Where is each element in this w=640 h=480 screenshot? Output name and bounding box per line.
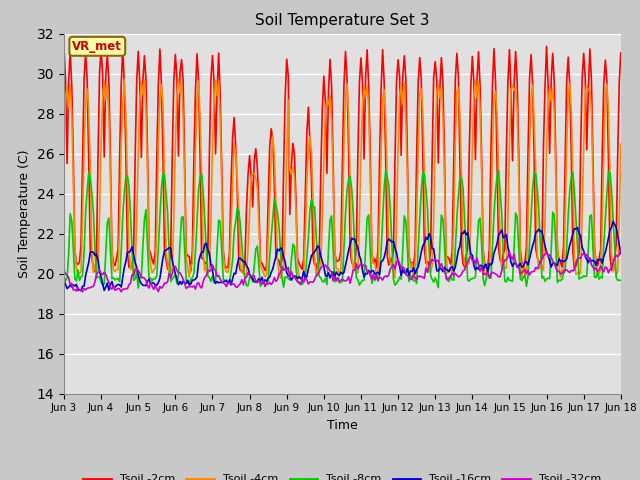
- Tsoil -8cm: [165, 249, 173, 255]
- Tsoil -32cm: [165, 270, 173, 276]
- Tsoil -2cm: [314, 272, 321, 278]
- Tsoil -32cm: [410, 272, 417, 277]
- Title: Soil Temperature Set 3: Soil Temperature Set 3: [255, 13, 429, 28]
- Tsoil -16cm: [76, 287, 83, 293]
- Tsoil -4cm: [552, 174, 559, 180]
- Tsoil -32cm: [60, 268, 68, 274]
- Tsoil -4cm: [617, 141, 625, 147]
- Tsoil -8cm: [399, 248, 406, 253]
- Tsoil -16cm: [410, 265, 417, 271]
- Tsoil -16cm: [60, 277, 68, 283]
- Line: Tsoil -32cm: Tsoil -32cm: [64, 249, 621, 292]
- Tsoil -4cm: [410, 276, 417, 282]
- Line: Tsoil -4cm: Tsoil -4cm: [64, 79, 621, 280]
- Tsoil -16cm: [550, 260, 558, 266]
- Tsoil -2cm: [379, 47, 387, 52]
- Tsoil -4cm: [397, 82, 405, 88]
- Tsoil -8cm: [379, 217, 387, 223]
- Tsoil -4cm: [175, 76, 182, 82]
- Tsoil -2cm: [410, 263, 417, 269]
- Tsoil -16cm: [609, 218, 617, 224]
- Line: Tsoil -8cm: Tsoil -8cm: [64, 170, 621, 288]
- Line: Tsoil -2cm: Tsoil -2cm: [64, 47, 621, 275]
- Tsoil -4cm: [164, 261, 172, 266]
- Tsoil -2cm: [397, 152, 405, 158]
- Tsoil -2cm: [617, 50, 625, 56]
- Tsoil -4cm: [379, 98, 387, 104]
- Tsoil -32cm: [379, 277, 387, 283]
- Tsoil -16cm: [397, 273, 405, 278]
- Tsoil -16cm: [165, 245, 173, 251]
- Tsoil -32cm: [617, 246, 625, 252]
- Tsoil -2cm: [60, 46, 68, 51]
- Tsoil -8cm: [134, 285, 142, 291]
- Tsoil -2cm: [164, 266, 172, 272]
- Tsoil -16cm: [77, 288, 85, 294]
- Legend: Tsoil -2cm, Tsoil -4cm, Tsoil -8cm, Tsoil -16cm, Tsoil -32cm: Tsoil -2cm, Tsoil -4cm, Tsoil -8cm, Tsoi…: [79, 470, 606, 480]
- Tsoil -2cm: [76, 259, 83, 265]
- Tsoil -4cm: [60, 138, 68, 144]
- Y-axis label: Soil Temperature (C): Soil Temperature (C): [18, 149, 31, 278]
- X-axis label: Time: Time: [327, 419, 358, 432]
- Tsoil -8cm: [552, 243, 559, 249]
- Tsoil -16cm: [379, 258, 387, 264]
- Tsoil -4cm: [518, 277, 525, 283]
- Tsoil -32cm: [397, 266, 405, 272]
- Tsoil -32cm: [79, 289, 86, 295]
- Tsoil -16cm: [617, 251, 625, 256]
- Tsoil -8cm: [617, 277, 625, 283]
- Tsoil -8cm: [382, 167, 390, 173]
- Tsoil -32cm: [76, 288, 83, 293]
- Text: VR_met: VR_met: [72, 40, 122, 53]
- Tsoil -2cm: [552, 158, 559, 164]
- Tsoil -32cm: [550, 261, 558, 266]
- Line: Tsoil -16cm: Tsoil -16cm: [64, 221, 621, 291]
- Tsoil -8cm: [76, 277, 83, 283]
- Tsoil -8cm: [60, 274, 68, 280]
- Tsoil -8cm: [412, 277, 419, 283]
- Tsoil -4cm: [76, 270, 83, 276]
- Tsoil -2cm: [543, 44, 550, 49]
